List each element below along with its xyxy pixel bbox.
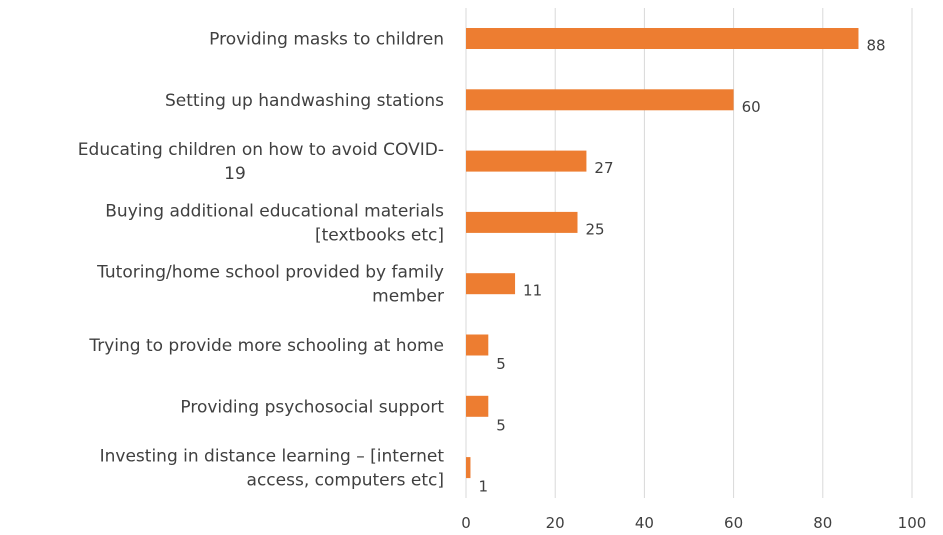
data-label: 5 xyxy=(496,355,506,373)
category-label: Investing in distance learning – [intern… xyxy=(100,447,445,491)
category-label: Buying additional educational materials [… xyxy=(105,201,444,245)
category-label-line: access, computers etc] xyxy=(247,471,444,491)
data-label: 5 xyxy=(496,416,506,434)
data-labels: 88 60 27 25 11 5 5 1 xyxy=(478,37,885,496)
data-label: 25 xyxy=(586,220,605,238)
data-label: 11 xyxy=(523,282,542,300)
category-label-line: Educating children on how to avoid COVID… xyxy=(78,140,444,160)
bar xyxy=(466,273,516,295)
gridlines xyxy=(465,8,913,498)
category-label-line: Providing masks to children xyxy=(209,30,444,50)
bar xyxy=(466,457,471,479)
x-tick-label: 0 xyxy=(461,514,471,532)
x-tick-label: 60 xyxy=(724,514,743,532)
bar xyxy=(466,334,489,356)
x-axis-tick-labels: 0 20 40 60 80 100 xyxy=(461,514,926,532)
bar xyxy=(466,395,489,417)
category-label: Tutoring/home school provided by family m… xyxy=(96,263,444,307)
category-labels: Providing masks to children Setting up ha… xyxy=(78,30,445,491)
category-label: Providing masks to children xyxy=(209,30,444,50)
x-tick-label: 100 xyxy=(898,514,927,532)
category-label-line: Providing psychosocial support xyxy=(180,397,444,417)
category-label-line: 19 xyxy=(224,164,246,184)
category-label-line: Buying additional educational materials xyxy=(105,201,444,221)
bar xyxy=(466,211,578,233)
data-label: 27 xyxy=(594,159,613,177)
category-label-line: Setting up handwashing stations xyxy=(165,91,444,111)
category-label-line: Tutoring/home school provided by family xyxy=(96,263,444,283)
x-tick-label: 80 xyxy=(813,514,832,532)
data-label: 60 xyxy=(742,98,761,116)
category-label-line: Investing in distance learning – [intern… xyxy=(100,447,445,467)
bars xyxy=(466,28,859,479)
category-label: Providing psychosocial support xyxy=(180,397,444,417)
category-label-line: member xyxy=(372,287,444,307)
data-label: 1 xyxy=(478,478,488,496)
bar xyxy=(466,89,734,111)
category-label-line: Trying to provide more schooling at home xyxy=(88,336,444,356)
category-label-line: [textbooks etc] xyxy=(315,225,444,245)
bar xyxy=(466,28,859,49)
bar xyxy=(466,150,587,172)
x-tick-label: 40 xyxy=(635,514,654,532)
x-tick-label: 20 xyxy=(546,514,565,532)
data-label: 88 xyxy=(866,37,885,55)
category-label: Setting up handwashing stations xyxy=(165,91,444,111)
category-label: Trying to provide more schooling at home xyxy=(88,336,444,356)
category-label: Educating children on how to avoid COVID… xyxy=(78,140,444,184)
